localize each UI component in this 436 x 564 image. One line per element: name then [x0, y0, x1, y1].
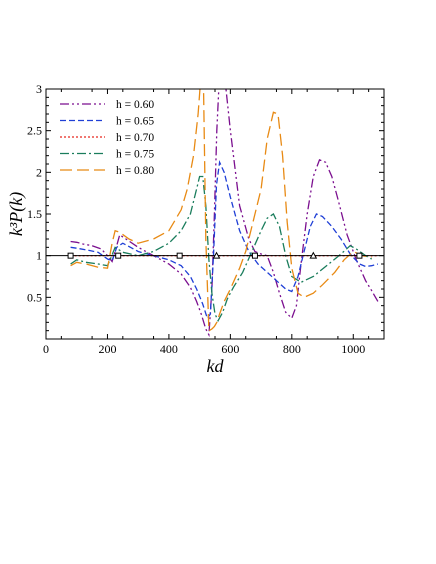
y-tick-label: 2: [36, 165, 42, 179]
legend-label: h = 0.80: [116, 165, 154, 177]
series-line-5: [70, 89, 372, 332]
series-line-1: [70, 89, 379, 338]
triangle-marker: [309, 251, 318, 259]
legend: h = 0.60 h = 0.65 h = 0.70 h = 0.75 h = 0.80: [60, 99, 154, 177]
series-line-4: [70, 175, 373, 323]
series-line-2: [70, 160, 379, 320]
y-tick-label: 1: [36, 249, 42, 263]
x-tick-label: 200: [98, 342, 116, 356]
y-axis-title: k³P(k): [6, 192, 27, 236]
x-tick-label: 0: [43, 342, 49, 356]
triangle-marker: [212, 251, 221, 259]
square-marker: [67, 252, 74, 259]
legend-label: h = 0.70: [116, 132, 154, 144]
square-marker: [251, 252, 258, 259]
y-tick-label: 2.5: [27, 124, 42, 138]
legend-label: h = 0.75: [116, 149, 154, 161]
legend-label: h = 0.60: [116, 99, 154, 111]
x-axis-title: kd: [207, 356, 225, 376]
x-tick-label: 600: [221, 342, 239, 356]
x-tick-label: 1000: [341, 342, 365, 356]
square-marker: [115, 252, 122, 259]
series-layer: [70, 89, 379, 338]
legend-label: h = 0.65: [116, 116, 154, 128]
y-tick-label: 3: [36, 82, 42, 96]
square-marker: [356, 252, 363, 259]
y-tick-label: 0.5: [27, 290, 42, 304]
square-marker: [176, 252, 183, 259]
y-tick-label: 1.5: [27, 207, 42, 221]
x-tick-label: 800: [283, 342, 301, 356]
x-tick-label: 400: [160, 342, 178, 356]
tick-layer: 0 200 400 600 800 1000 0.5 1 1.5 2 2.5 3: [27, 82, 384, 356]
marker-layer: [67, 251, 363, 259]
